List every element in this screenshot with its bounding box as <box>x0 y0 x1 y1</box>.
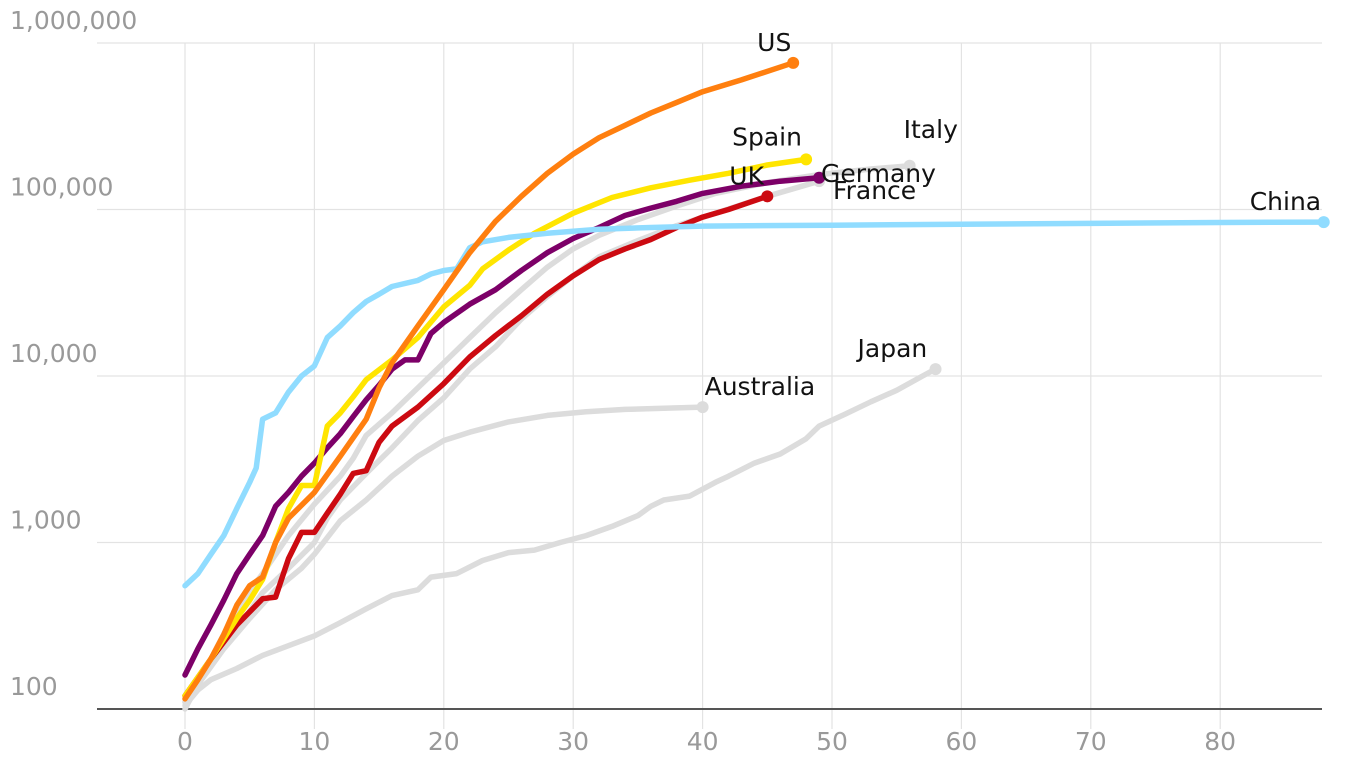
x-tick-label: 20 <box>428 727 460 756</box>
y-tick-label: 1,000,000 <box>10 6 137 35</box>
y-tick-label: 100,000 <box>10 173 113 202</box>
series-label-spain: Spain <box>732 122 802 151</box>
series-label-italy: Italy <box>904 115 958 144</box>
series-line-france <box>182 178 822 705</box>
series-label-uk: UK <box>729 161 764 190</box>
series-layer <box>182 56 1330 712</box>
series-line-us <box>182 60 796 702</box>
x-tick-label: 80 <box>1204 727 1236 756</box>
series-line-uk <box>182 193 771 699</box>
x-tick-label: 40 <box>687 727 719 756</box>
series-endpoint-us <box>787 56 800 69</box>
series-endpoint-uk <box>761 190 774 203</box>
x-axis-tick-labels: 0 10 20 30 40 50 60 70 80 <box>177 727 1236 756</box>
series-line-italy <box>182 163 913 705</box>
series-line-australia <box>182 404 706 712</box>
x-tick-label: 0 <box>177 727 193 756</box>
x-tick-label: 50 <box>816 727 848 756</box>
series-label-germany: Germany <box>821 159 936 188</box>
y-axis-tick-labels: 100 1,000 10,000 100,000 1,000,000 <box>10 6 137 701</box>
series-endpoint-japan <box>929 363 942 376</box>
y-tick-label: 1,000 <box>10 506 82 535</box>
series-endpoint-italy <box>903 159 916 172</box>
x-tick-label: 60 <box>945 727 977 756</box>
series-label-australia: Australia <box>705 372 816 401</box>
series-endpoint-australia <box>696 401 709 414</box>
series-label-us: US <box>757 28 791 57</box>
series-line-japan <box>182 366 939 709</box>
series-labels: Japan Australia Italy France UK Germany Spain C… <box>705 28 1322 401</box>
x-tick-label: 70 <box>1075 727 1107 756</box>
y-tick-label: 100 <box>10 672 58 701</box>
series-endpoint-spain <box>800 153 813 166</box>
series-label-japan: Japan <box>856 334 928 363</box>
series-line-germany <box>182 175 822 678</box>
series-endpoint-germany <box>813 171 826 184</box>
x-tick-label: 10 <box>298 727 330 756</box>
series-label-france: France <box>833 176 916 205</box>
y-tick-label: 10,000 <box>10 339 97 368</box>
series-label-china: China <box>1250 187 1321 216</box>
x-tick-label: 30 <box>557 727 589 756</box>
series-line-china <box>182 219 1327 589</box>
series-endpoint-china <box>1317 216 1330 229</box>
